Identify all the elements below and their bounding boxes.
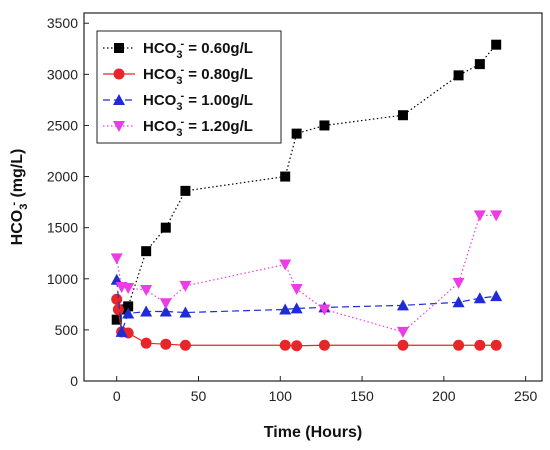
legend-marker (113, 68, 125, 80)
x-axis-ticks: 0 50 100 150 200 250 (113, 376, 538, 404)
legend-marker (113, 94, 125, 105)
y-axis-title-base: HCO (9, 210, 26, 246)
series-3-point (159, 305, 172, 317)
series-4-point (473, 210, 486, 222)
series-2-point (112, 303, 124, 315)
y-tick-label: 2500 (47, 117, 78, 133)
x-tick-label: 50 (191, 388, 207, 404)
series-2-point (179, 339, 191, 351)
series-1-point (123, 301, 134, 312)
y-tick-label: 0 (70, 373, 78, 389)
series-1-point (280, 171, 291, 182)
series-2-point (160, 338, 172, 350)
series-3-point (473, 292, 486, 304)
legend-label: HCO3- = 0.60g/L (143, 38, 253, 61)
legend-box (96, 30, 282, 144)
legend-marker (114, 43, 124, 53)
x-tick-label: 100 (269, 388, 293, 404)
series-1-point (160, 222, 171, 233)
y-axis-title-superscript: - (8, 202, 20, 206)
series-1-point (474, 59, 485, 70)
series-1-point (141, 246, 152, 257)
series-1-point (319, 120, 330, 131)
legend-label: HCO3- = 1.00g/L (143, 90, 253, 113)
series-1-point (180, 185, 191, 196)
series-4-point (290, 284, 303, 295)
series-4-point (159, 298, 172, 310)
y-tick-label: 3500 (47, 15, 78, 31)
y-axis-title-subscript: 3 (18, 204, 30, 210)
legend-label: HCO3- = 1.20g/L (143, 116, 253, 139)
x-tick-label: 200 (432, 388, 456, 404)
legend: HCO3- = 0.60g/L HCO3- = 0.80g/L HCO3- = 1.… (96, 30, 282, 144)
series-2-point (291, 340, 303, 352)
series-1-point (397, 110, 408, 121)
series-4-point (179, 280, 192, 292)
x-tick-label: 250 (514, 388, 538, 404)
series-4-point (490, 210, 503, 222)
series-2-point (111, 293, 123, 305)
series-2-point (490, 339, 502, 351)
x-tick-label: 0 (113, 388, 121, 404)
series-2-point (474, 339, 486, 351)
series-1-point (491, 39, 502, 50)
series-3-point (452, 296, 465, 308)
series-3-point (140, 305, 153, 317)
y-tick-label: 1500 (47, 220, 78, 236)
series-4-point (318, 304, 331, 316)
series-2-point (318, 339, 330, 351)
series-3-point (279, 303, 292, 315)
series-3-point (179, 306, 192, 318)
y-axis-ticks: 0 500 1000 1500 2000 2500 3000 3500 (47, 15, 89, 389)
legend-marker (113, 121, 125, 132)
series-2-point (279, 339, 291, 351)
x-tick-label: 150 (350, 388, 374, 404)
legend-label: HCO3- = 0.80g/L (143, 64, 253, 87)
series-2-point (453, 339, 465, 351)
x-axis-title: Time (Hours) (264, 424, 362, 441)
series-1-point (291, 128, 302, 139)
series-4-point (452, 277, 465, 289)
series-3-point (115, 325, 128, 337)
series-3-point (290, 302, 303, 314)
series-4-point (122, 282, 135, 294)
y-tick-label: 500 (55, 322, 79, 338)
y-axis-title: HCO3- (mg/L) (8, 149, 30, 246)
series-1-point (453, 70, 464, 81)
series-layer (110, 39, 503, 352)
series-3-point (396, 299, 409, 311)
series-4-point (396, 326, 409, 338)
y-axis-title-rest: (mg/L) (9, 149, 26, 202)
y-tick-label: 2000 (47, 169, 78, 185)
series-3-point (122, 307, 135, 319)
series-2-point (397, 339, 409, 351)
y-tick-label: 3000 (47, 66, 78, 82)
series-3-point (490, 290, 503, 302)
series-1-point (111, 314, 122, 325)
series-4-point (279, 259, 292, 271)
series-4-point (110, 253, 123, 265)
series-4-point (140, 285, 153, 297)
y-tick-label: 1000 (47, 271, 78, 287)
series-2-point (140, 337, 152, 349)
